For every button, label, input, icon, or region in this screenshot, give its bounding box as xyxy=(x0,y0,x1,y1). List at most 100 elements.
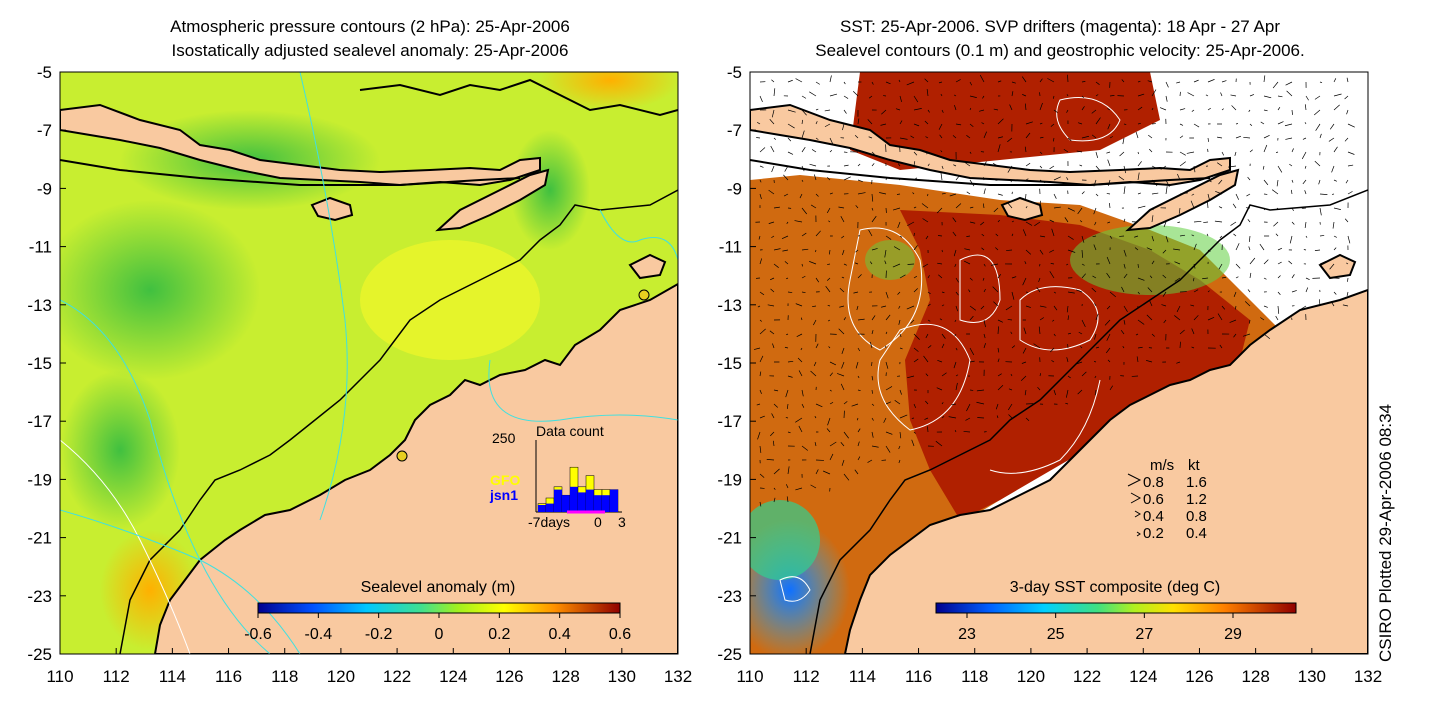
velocity-arrow xyxy=(935,440,943,447)
velocity-arrow xyxy=(854,135,859,139)
velocity-arrow xyxy=(855,205,859,209)
velocity-arrow xyxy=(770,288,775,293)
velocity-arrow xyxy=(898,319,901,325)
right-y-tick-label: -7 xyxy=(727,121,742,140)
velocity-arrow xyxy=(1207,316,1215,321)
velocity-arrow xyxy=(1081,319,1086,328)
velocity-arrow xyxy=(757,305,761,308)
velocity-arrow xyxy=(899,137,908,140)
velocity-arrow xyxy=(1333,179,1337,182)
velocity-arrow xyxy=(921,203,929,209)
velocity-arrow xyxy=(1319,235,1325,237)
left-colorbar-label: Sealevel anomaly (m) xyxy=(361,579,516,596)
velocity-arrow xyxy=(885,445,891,453)
velocity-arrow xyxy=(926,151,929,155)
velocity-arrow xyxy=(1123,186,1126,195)
velocity-arrow xyxy=(885,361,889,369)
velocity-arrow xyxy=(822,470,831,475)
velocity-arrow xyxy=(1165,95,1168,102)
velocity-arrow xyxy=(1174,277,1181,282)
right-colorbar-tick-label: 25 xyxy=(1047,626,1065,643)
velocity-arrow xyxy=(1273,221,1279,227)
velocity-arrow xyxy=(827,263,831,265)
velocity-arrow xyxy=(773,137,777,140)
velocity-arrow xyxy=(842,249,845,256)
velocity-arrow xyxy=(843,95,849,99)
velocity-arrow xyxy=(1010,179,1013,183)
velocity-arrow xyxy=(1304,122,1307,125)
velocity-arrow xyxy=(1217,162,1223,167)
velocity-arrow xyxy=(1037,386,1041,391)
velocity-arrow xyxy=(1291,290,1297,293)
velocity-arrow xyxy=(857,274,862,279)
velocity-arrow xyxy=(773,263,779,268)
velocity-arrow xyxy=(801,95,807,99)
velocity-arrow xyxy=(1346,291,1349,297)
velocity-arrow xyxy=(940,172,943,181)
velocity-arrow xyxy=(759,473,765,478)
velocity-arrow xyxy=(1091,287,1097,293)
velocity-arrow xyxy=(1137,319,1145,325)
velocity-arrow xyxy=(1081,95,1085,99)
velocity-arrow xyxy=(1249,319,1251,324)
velocity-arrow xyxy=(1081,235,1085,243)
velocity-arrow xyxy=(1024,146,1027,153)
velocity-arrow xyxy=(995,233,999,237)
velocity-arrow xyxy=(1275,315,1279,321)
velocity-arrow xyxy=(1066,305,1069,313)
velocity-arrow xyxy=(758,235,761,240)
velocity-arrow xyxy=(815,193,819,197)
velocity-legend-kt: 1.2 xyxy=(1186,491,1207,508)
velocity-arrow xyxy=(1009,104,1013,111)
velocity-arrow xyxy=(1022,229,1027,237)
right-y-axis: -5 -7 -9 -11 -13 -15 -17 -19 -21 -23 -25 xyxy=(717,63,756,664)
velocity-arrow xyxy=(1052,95,1055,99)
velocity-arrow xyxy=(783,193,789,197)
velocity-arrow xyxy=(809,91,817,97)
velocity-arrow xyxy=(1106,305,1111,310)
velocity-arrow xyxy=(996,415,999,419)
velocity-arrow xyxy=(1285,137,1293,140)
lesser-sunda-islands xyxy=(750,103,1231,187)
velocity-arrow xyxy=(969,347,975,356)
velocity-arrow xyxy=(1025,206,1028,209)
velocity-arrow xyxy=(906,81,915,86)
velocity-arrow xyxy=(826,177,831,181)
velocity-arrow xyxy=(1331,165,1335,173)
velocity-arrow xyxy=(1263,207,1266,211)
velocity-arrow xyxy=(913,95,919,103)
velocity-arrow xyxy=(981,247,985,251)
velocity-arrow xyxy=(925,400,929,405)
velocity-arrow xyxy=(923,355,929,363)
velocity-arrow xyxy=(857,375,860,379)
inset-bar-jsn1 xyxy=(594,495,602,512)
velocity-arrow xyxy=(815,137,819,140)
velocity-arrow xyxy=(983,188,986,195)
velocity-arrow xyxy=(1304,165,1307,169)
velocity-arrow xyxy=(815,121,818,125)
velocity-arrow xyxy=(1107,159,1111,167)
inset-bar-jsn1 xyxy=(562,495,570,512)
velocity-arrow xyxy=(911,417,915,419)
velocity-arrow xyxy=(978,109,985,112)
right-colorbar-ticks: 23 25 27 29 xyxy=(958,613,1242,643)
velocity-arrow xyxy=(1025,305,1031,308)
velocity-arrow xyxy=(1218,179,1223,185)
velocity-arrow xyxy=(913,108,922,111)
velocity-arrow xyxy=(1007,165,1013,173)
velocity-arrow xyxy=(1249,123,1253,127)
velocity-arrow xyxy=(815,249,817,253)
velocity-arrow xyxy=(1067,332,1072,335)
velocity-arrow xyxy=(955,291,959,296)
velocity-arrow xyxy=(1151,207,1154,211)
velocity-arrow xyxy=(1025,121,1033,125)
velocity-arrow xyxy=(801,275,806,279)
velocity-arrow xyxy=(980,221,985,226)
velocity-arrow xyxy=(801,445,808,451)
velocity-arrow xyxy=(1151,215,1154,223)
velocity-arrow xyxy=(1020,375,1027,381)
velocity-arrow xyxy=(759,371,762,377)
velocity-arrow xyxy=(1039,151,1043,155)
velocity-arrow xyxy=(773,88,776,97)
velocity-legend-kt: 1.6 xyxy=(1186,474,1207,491)
